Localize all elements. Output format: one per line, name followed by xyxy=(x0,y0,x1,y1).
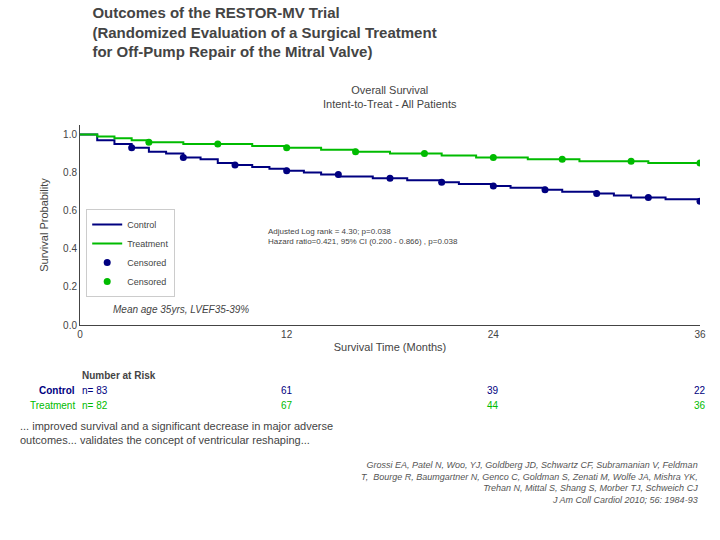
svg-text:Treatment: Treatment xyxy=(127,239,168,249)
svg-text:Censored: Censored xyxy=(127,258,166,268)
svg-text:22: 22 xyxy=(694,385,706,396)
svg-text:0.0: 0.0 xyxy=(63,320,77,331)
svg-text:0.2: 0.2 xyxy=(63,281,77,292)
svg-text:0.8: 0.8 xyxy=(63,167,77,178)
svg-text:Mean age 35yrs, LVEF35-39%: Mean age 35yrs, LVEF35-39% xyxy=(113,304,249,315)
svg-text:Adjusted Log rank = 4.30; p=0.: Adjusted Log rank = 4.30; p=0.038Hazard … xyxy=(268,227,458,246)
svg-text:39: 39 xyxy=(487,385,499,396)
svg-text:12: 12 xyxy=(281,329,293,340)
svg-text:Outcomes of the RESTOR-MV Tria: Outcomes of the RESTOR-MV Trial(Randomiz… xyxy=(92,4,436,60)
svg-text:67: 67 xyxy=(281,400,293,411)
svg-text:Control: Control xyxy=(39,385,75,396)
svg-text:... improved survival and a si: ... improved survival and a significant … xyxy=(20,420,333,446)
svg-text:0: 0 xyxy=(77,329,83,340)
svg-text:Censored: Censored xyxy=(127,277,166,287)
svg-text:Survival Time (Months): Survival Time (Months) xyxy=(334,341,446,353)
svg-text:61: 61 xyxy=(281,385,293,396)
svg-text:Overall SurvivalIntent-to-Trea: Overall SurvivalIntent-to-Treat - All Pa… xyxy=(323,84,457,110)
svg-text:Grossi EA, Patel N, Woo, YJ, G: Grossi EA, Patel N, Woo, YJ, Goldberg JD… xyxy=(361,460,698,505)
svg-text:36: 36 xyxy=(694,329,706,340)
svg-text:0.4: 0.4 xyxy=(63,243,77,254)
svg-text:n= 82: n= 82 xyxy=(82,400,108,411)
svg-text:Treatment: Treatment xyxy=(30,400,75,411)
svg-text:Number at Risk: Number at Risk xyxy=(82,370,156,381)
svg-text:0.6: 0.6 xyxy=(63,205,77,216)
svg-text:1.0: 1.0 xyxy=(63,129,77,140)
svg-text:36: 36 xyxy=(694,400,706,411)
svg-text:Survival Probability: Survival Probability xyxy=(38,178,50,272)
svg-text:44: 44 xyxy=(487,400,499,411)
svg-text:Control: Control xyxy=(127,220,156,230)
svg-text:n= 83: n= 83 xyxy=(82,385,108,396)
svg-text:24: 24 xyxy=(488,329,500,340)
